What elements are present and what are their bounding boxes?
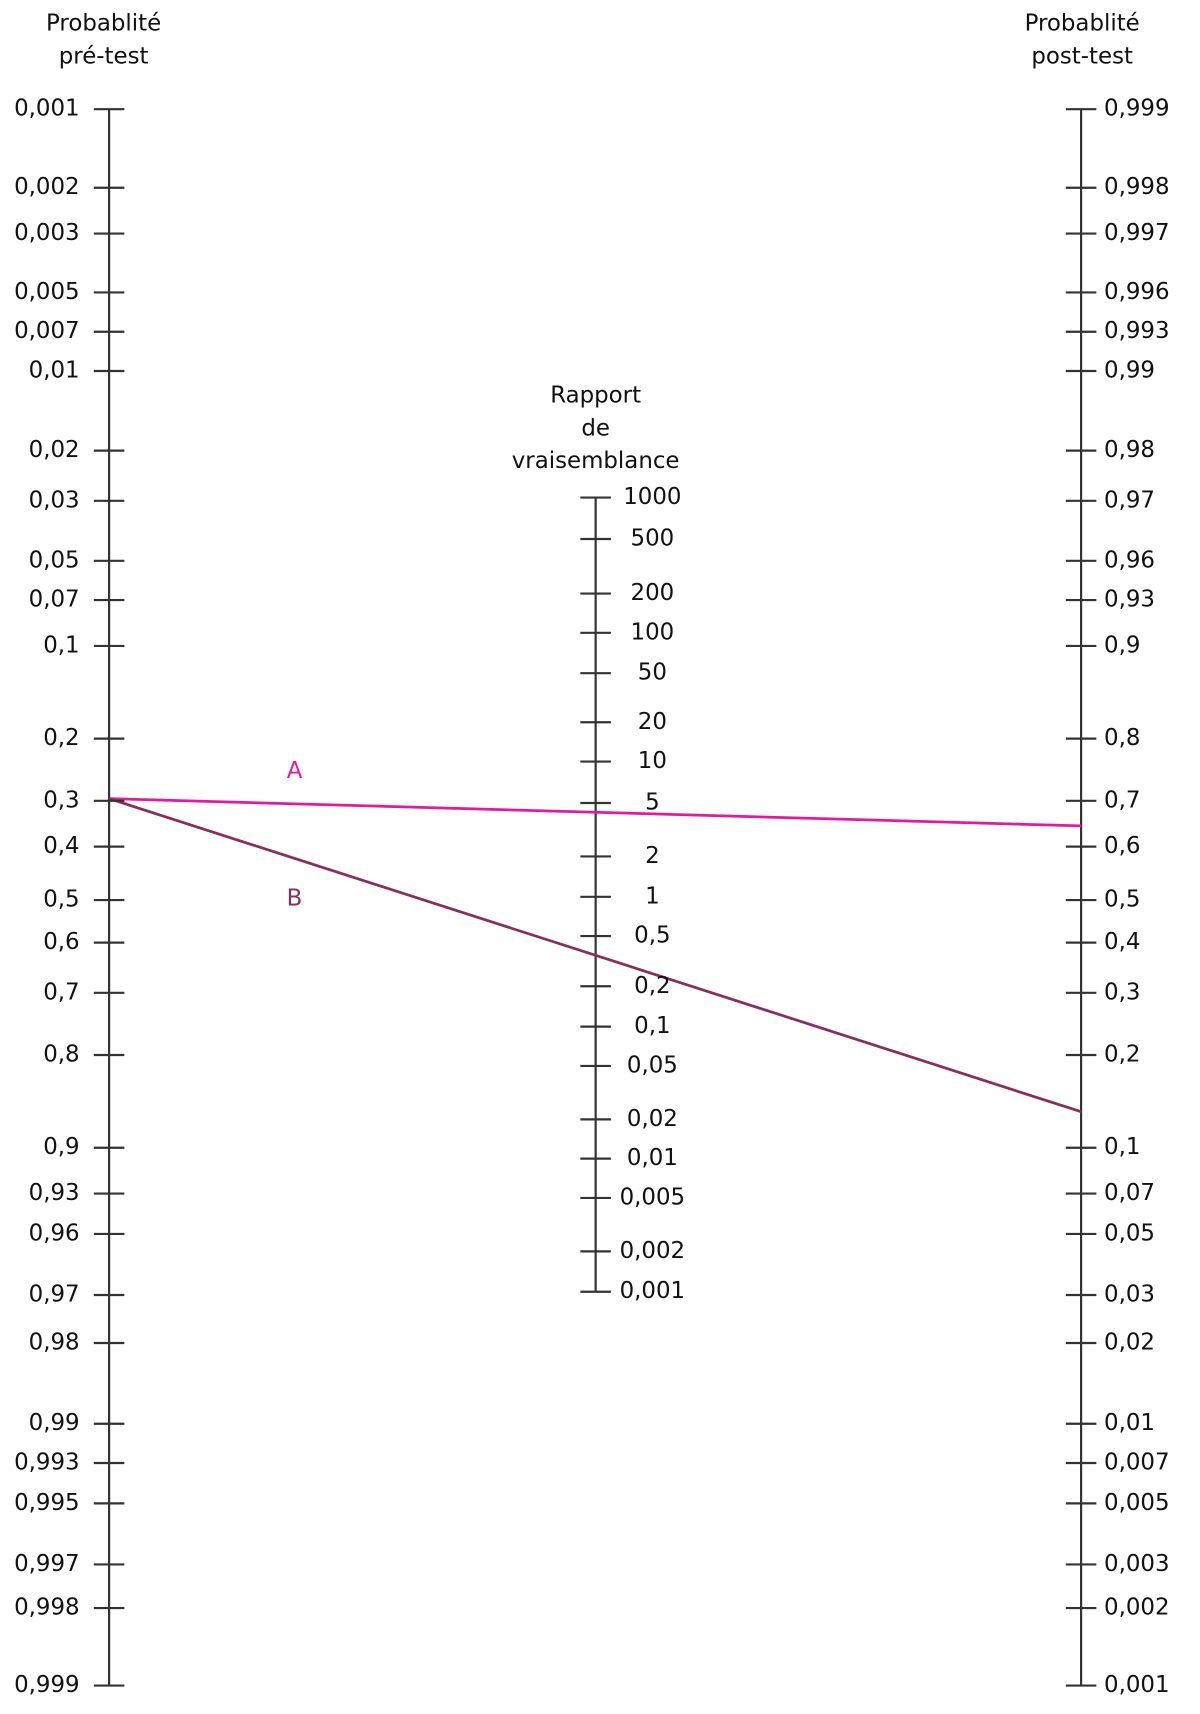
tick-label: 0,001 — [1104, 1672, 1170, 1698]
axis-title: post-test — [1031, 43, 1133, 69]
tick-label: 0,005 — [1104, 1490, 1170, 1516]
tick-label: 100 — [631, 619, 675, 645]
tick-label: 0,3 — [43, 787, 79, 813]
tick-label: 0,996 — [1104, 279, 1170, 305]
tick-label: 0,999 — [14, 1672, 80, 1698]
tick-label: 0,7 — [43, 979, 79, 1005]
tick-label: 0,05 — [29, 547, 80, 573]
axis-title: Rapport — [550, 383, 641, 409]
tick-label: 0,05 — [627, 1052, 678, 1078]
tick-label: 10 — [638, 748, 667, 774]
line-label: A — [287, 758, 303, 784]
tick-label: 0,01 — [1104, 1410, 1155, 1436]
tick-label: 0,5 — [634, 923, 670, 949]
tick-label: 0,7 — [1104, 787, 1140, 813]
tick-label: 1 — [645, 883, 660, 909]
tick-label: 0,98 — [1104, 437, 1155, 463]
tick-label: 20 — [638, 709, 667, 735]
tick-label: 0,003 — [1104, 1551, 1170, 1577]
tick-label: 0,6 — [43, 929, 79, 955]
tick-label: 0,997 — [1104, 220, 1170, 246]
tick-label: 0,007 — [14, 318, 80, 344]
tick-label: 0,02 — [29, 437, 80, 463]
axis-title: de — [581, 415, 610, 441]
axis-title: vraisemblance — [512, 448, 680, 474]
tick-label: 0,001 — [14, 96, 80, 122]
tick-label: 0,997 — [14, 1551, 80, 1577]
tick-label: 0,003 — [14, 220, 80, 246]
tick-label: 0,05 — [1104, 1220, 1155, 1246]
tick-label: 0,9 — [43, 1134, 79, 1160]
tick-label: 0,4 — [43, 833, 79, 859]
tick-label: 0,02 — [627, 1106, 678, 1132]
tick-label: 0,01 — [627, 1145, 678, 1171]
tick-label: 1000 — [623, 484, 681, 510]
tick-label: 200 — [631, 580, 675, 606]
tick-label: 0,07 — [29, 587, 80, 613]
line-a — [109, 797, 1082, 828]
tick-label: 0,3 — [1104, 979, 1140, 1005]
tick-label: 0,995 — [14, 1490, 80, 1516]
tick-label: 0,02 — [1104, 1330, 1155, 1356]
tick-label: 0,002 — [14, 174, 80, 200]
tick-label: 0,002 — [1104, 1595, 1170, 1621]
tick-label: 0,03 — [29, 487, 80, 513]
line-label: B — [287, 886, 303, 912]
tick-label: 0,97 — [29, 1282, 80, 1308]
tick-label: 0,002 — [620, 1238, 686, 1264]
tick-label: 0,998 — [1104, 174, 1170, 200]
axes-labels: Probablité pré-test 0,001 0,002 0,003 0,005 0,… — [14, 11, 1169, 1698]
tick-label: 0,96 — [1104, 547, 1155, 573]
tick-label: 500 — [631, 526, 675, 552]
axis-title: pré-test — [59, 43, 149, 69]
tick-label: 0,2 — [43, 725, 79, 751]
tick-label: 0,998 — [14, 1595, 80, 1621]
tick-label: 0,8 — [43, 1042, 79, 1068]
tick-label: 0,001 — [620, 1278, 686, 1304]
tick-label: 0,4 — [1104, 929, 1140, 955]
tick-label: 0,93 — [29, 1180, 80, 1206]
tick-label: 0,993 — [1104, 318, 1170, 344]
tick-label: 0,9 — [1104, 632, 1140, 658]
tick-label: 0,1 — [634, 1013, 670, 1039]
tick-label: 2 — [645, 843, 660, 869]
tick-label: 0,005 — [14, 279, 80, 305]
tick-label: 0,6 — [1104, 833, 1140, 859]
tick-label: 0,2 — [634, 973, 670, 999]
tick-label: 0,1 — [1104, 1134, 1140, 1160]
tick-label: 0,5 — [43, 887, 79, 913]
tick-label: 0,1 — [43, 632, 79, 658]
tick-label: 0,01 — [29, 357, 80, 383]
tick-label: 0,5 — [1104, 887, 1140, 913]
axis-title: Probablité — [46, 11, 161, 37]
tick-label: 0,2 — [1104, 1042, 1140, 1068]
tick-label: 0,97 — [1104, 487, 1155, 513]
tick-label: 0,999 — [1104, 96, 1170, 122]
line-b — [108, 797, 1082, 1114]
tick-label: 0,8 — [1104, 725, 1140, 751]
tick-label: 0,98 — [29, 1330, 80, 1356]
tick-label: 0,993 — [14, 1450, 80, 1476]
tick-label: 0,96 — [29, 1220, 80, 1246]
tick-label: 0,07 — [1104, 1180, 1155, 1206]
axis-title: Probablité — [1025, 11, 1140, 37]
tick-label: 0,007 — [1104, 1450, 1170, 1476]
tick-label: 0,005 — [620, 1184, 686, 1210]
tick-label: 0,99 — [29, 1410, 80, 1436]
tick-label: 0,99 — [1104, 357, 1155, 383]
tick-label: 0,03 — [1104, 1282, 1155, 1308]
tick-label: 0,93 — [1104, 587, 1155, 613]
tick-label: 5 — [645, 790, 660, 816]
tick-label: 50 — [638, 660, 667, 686]
